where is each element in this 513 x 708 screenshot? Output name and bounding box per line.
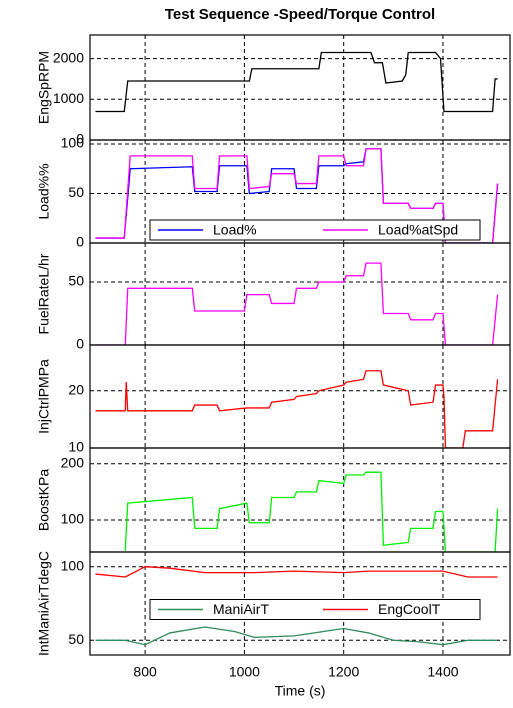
y-tick-label: 100 bbox=[61, 135, 85, 151]
plot-area bbox=[95, 566, 498, 646]
legend-label: Load%atSpd bbox=[378, 222, 458, 238]
legend-label: EngCoolT bbox=[378, 601, 441, 617]
legend-box bbox=[149, 219, 481, 241]
y-tick-label: 0 bbox=[76, 234, 84, 250]
x-tick-label: 1200 bbox=[328, 664, 359, 680]
y-tick-label: 100 bbox=[61, 557, 85, 573]
y-tick-label: 1000 bbox=[53, 90, 84, 106]
y-tick-label: 20 bbox=[68, 381, 84, 397]
y-tick-label: 100 bbox=[61, 511, 85, 527]
y-axis-label: EngSpRPM bbox=[36, 51, 52, 124]
y-axis-label: BoostKPa bbox=[36, 469, 52, 531]
x-tick-label: 1400 bbox=[427, 664, 458, 680]
series-line bbox=[95, 262, 499, 345]
y-tick-label: 50 bbox=[68, 273, 84, 289]
y-tick-label: 10 bbox=[68, 439, 84, 455]
plot-area bbox=[95, 370, 499, 448]
plot-frame bbox=[89, 551, 511, 656]
plot-area bbox=[124, 471, 499, 552]
y-tick-label: 50 bbox=[68, 631, 84, 647]
y-axis-label: Load%% bbox=[36, 163, 52, 219]
series-line bbox=[95, 148, 499, 243]
series-line bbox=[95, 626, 498, 646]
legend-label: Load% bbox=[213, 222, 257, 238]
y-tick-label: 50 bbox=[68, 184, 84, 200]
y-tick-label: 0 bbox=[76, 336, 84, 352]
y-tick-label: 0 bbox=[76, 131, 84, 147]
x-axis-label: Time (s) bbox=[275, 683, 326, 699]
series-line bbox=[124, 471, 499, 552]
plot-area bbox=[95, 51, 498, 113]
y-tick-label: 2000 bbox=[53, 49, 84, 65]
y-axis-label: IntManiAirTdegC bbox=[36, 551, 52, 656]
plot-area bbox=[95, 148, 499, 243]
legend-label: ManiAirT bbox=[213, 601, 269, 617]
plot-area bbox=[95, 262, 499, 345]
series-line bbox=[95, 566, 498, 578]
x-tick-label: 800 bbox=[133, 664, 157, 680]
y-axis-label: FuelRateL/hr bbox=[36, 253, 52, 334]
y-tick-label: 200 bbox=[61, 454, 85, 470]
y-axis-label: InjCtrlPMPa bbox=[36, 359, 52, 434]
series-line bbox=[95, 51, 498, 113]
plot-frame bbox=[89, 34, 511, 141]
series-line bbox=[95, 370, 499, 448]
chart-title: Test Sequence -Speed/Torque Control bbox=[165, 6, 435, 23]
legend-box bbox=[149, 599, 481, 620]
x-tick-label: 1000 bbox=[229, 664, 260, 680]
plot-frame bbox=[89, 242, 511, 346]
